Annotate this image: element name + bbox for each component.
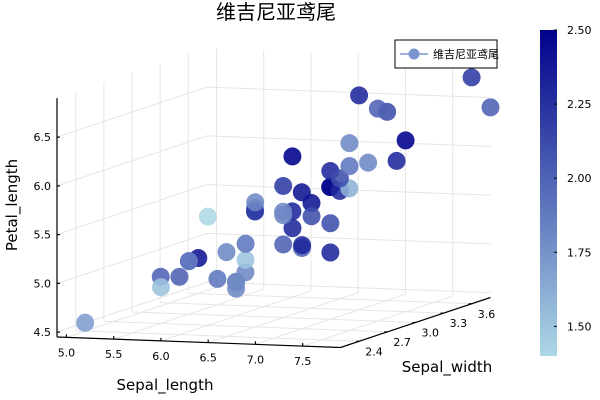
data-point [293, 236, 312, 255]
data-point [340, 134, 359, 153]
data-point [330, 169, 349, 188]
legend: 维吉尼亚鸢尾 [394, 39, 499, 69]
data-point [321, 243, 340, 262]
y-tick-label: 3.3 [450, 317, 468, 330]
y-tick-label: 3.0 [422, 327, 440, 340]
data-point [283, 219, 302, 238]
data-point [179, 252, 198, 271]
data-point [246, 193, 265, 212]
grid-line [56, 135, 208, 187]
data-point [236, 234, 255, 253]
data-point [217, 243, 236, 262]
x-tick-label: 5.5 [105, 348, 123, 361]
data-point [302, 207, 321, 226]
data-point [462, 68, 481, 87]
data-point [236, 250, 255, 269]
colorbar-tick-label: 2.50 [567, 24, 592, 37]
colorbar-tick-label: 1.75 [567, 246, 592, 259]
tick-labels: 5.0 5.5 6.0 6.5 7.0 7.5 2.4 2.7 3.0 3.3 3.6 4.5 5.0 5… [34, 131, 496, 368]
data-point [368, 99, 387, 118]
data-point [396, 131, 415, 150]
z-tick-label: 5.0 [34, 277, 52, 290]
x-tick-label: 7.0 [247, 353, 265, 366]
colorbar-tick-label: 1.50 [567, 320, 592, 333]
data-point [274, 176, 293, 195]
grid-line [206, 86, 491, 99]
data-point [340, 157, 359, 176]
grid-line [56, 86, 208, 138]
y-tick-label: 3.6 [478, 308, 496, 321]
grid-line [206, 281, 491, 294]
x-tick-label: 6.0 [152, 350, 170, 363]
data-point [227, 273, 246, 292]
x-tick-label: 5.0 [58, 346, 76, 359]
data-point [274, 206, 293, 225]
grid-line [131, 311, 416, 323]
grid-line [103, 320, 388, 333]
axes-layer [56, 98, 491, 349]
z-tick-label: 6.0 [34, 180, 52, 193]
data-point [359, 153, 378, 172]
grid-line [75, 330, 360, 342]
data-point [302, 194, 321, 213]
x-axis-label: Sepal_length [117, 376, 214, 395]
legend-marker [408, 48, 420, 60]
data-point [170, 267, 189, 286]
data-point [283, 147, 302, 166]
colorbar-tick-label: 2.00 [567, 172, 592, 185]
grid-layer [56, 48, 491, 347]
data-point [387, 151, 406, 170]
grid-line [206, 232, 491, 245]
z-tick-label: 5.5 [34, 229, 52, 242]
colorbar-gradient [540, 30, 557, 356]
grid-line [56, 184, 208, 236]
colorbar: 1.50 1.75 2.00 2.25 2.50 [540, 24, 592, 356]
colorbar-ticks: 1.50 1.75 2.00 2.25 2.50 [554, 24, 592, 333]
y-tick-label: 2.4 [365, 345, 383, 358]
chart-title: 维吉尼亚鸢尾 [216, 0, 336, 24]
y-tick-label: 2.7 [393, 336, 411, 349]
data-point [350, 86, 369, 105]
x-tick-label: 7.5 [294, 355, 312, 368]
data-point [208, 269, 227, 288]
data-point [151, 278, 170, 297]
grid-line [56, 232, 208, 284]
legend-entry: 维吉尼亚鸢尾 [433, 47, 499, 61]
grid-line [160, 302, 444, 314]
data-point [481, 98, 500, 117]
data-point [274, 235, 293, 254]
x-tick-label: 6.5 [199, 352, 217, 365]
z-tick-label: 6.5 [34, 131, 52, 144]
y-axis-label: Sepal_width [402, 358, 492, 377]
colorbar-tick-label: 2.25 [567, 98, 592, 111]
z-axis-label: Petal_length [3, 159, 22, 251]
data-point [321, 214, 340, 233]
x-axis-line [56, 336, 341, 349]
data-point [76, 313, 95, 332]
points-layer [76, 68, 500, 332]
z-tick-label: 4.5 [34, 326, 52, 339]
data-point [198, 207, 217, 226]
